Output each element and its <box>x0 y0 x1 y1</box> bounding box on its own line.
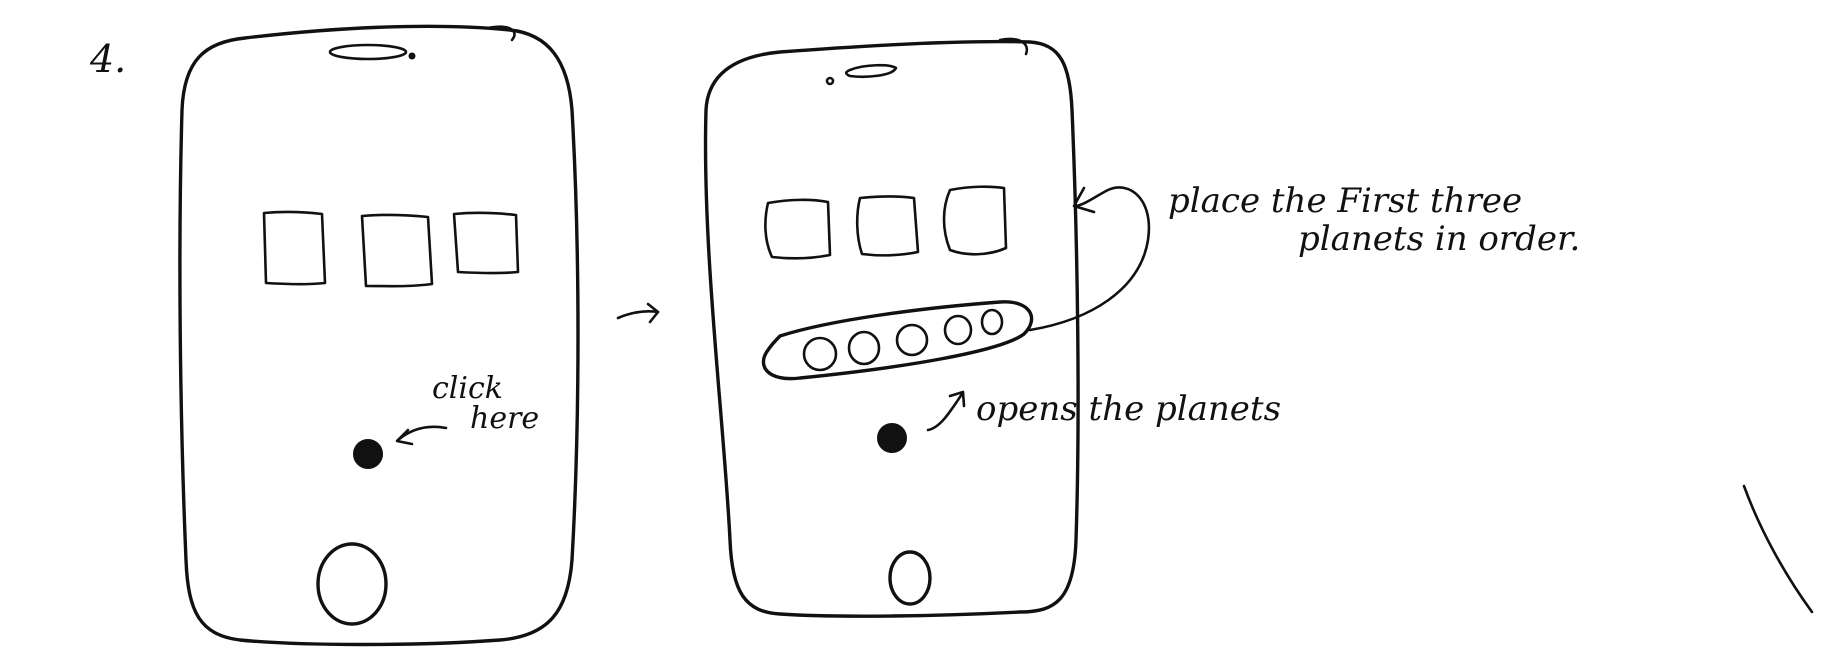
opens-arrow-icon <box>926 392 964 432</box>
left-home-button[interactable] <box>316 542 388 626</box>
click-hint-line1: click <box>432 371 503 406</box>
planet-slot-4[interactable] <box>943 314 973 346</box>
place-curve-arrow-icon <box>1028 186 1151 332</box>
left-planets-button[interactable] <box>353 439 383 469</box>
left-camera-icon <box>408 52 416 60</box>
place-annotation-line1: place the First three <box>1168 181 1522 221</box>
planet-slot-1[interactable] <box>802 336 838 372</box>
place-curve-arrow-head-icon <box>1072 186 1096 214</box>
right-home-button[interactable] <box>888 550 932 606</box>
opens-annotation: opens the planets <box>976 389 1281 429</box>
left-app-square-1[interactable] <box>262 210 327 286</box>
planets-tray <box>761 300 1034 381</box>
transition-arrow-icon <box>616 309 660 320</box>
right-planets-button[interactable] <box>877 423 907 453</box>
click-hint-line2: here <box>470 401 539 436</box>
right-phone: opens the planets place the First three … <box>703 37 1580 618</box>
transition-arrow-head-icon <box>646 302 660 324</box>
left-speaker-icon <box>328 43 408 61</box>
left-phone-body <box>178 24 580 647</box>
planet-slot-5[interactable] <box>980 308 1004 336</box>
opens-arrow-head-icon <box>948 390 966 408</box>
step-number: 4. <box>89 37 126 81</box>
right-speaker-icon <box>845 63 898 79</box>
left-phone-top-edge <box>486 25 516 42</box>
right-phone-top-edge <box>998 37 1029 56</box>
left-phone: click here <box>178 24 580 647</box>
left-app-square-3[interactable] <box>452 211 520 275</box>
right-app-square-2[interactable] <box>855 195 920 257</box>
left-app-square-2[interactable] <box>360 213 434 288</box>
right-camera-icon <box>825 76 835 86</box>
right-app-square-1[interactable] <box>764 198 832 260</box>
stray-pen-stroke <box>1742 484 1814 614</box>
click-arrow-head-icon <box>395 428 414 446</box>
planet-slot-3[interactable] <box>895 323 929 357</box>
right-phone-body <box>703 39 1080 618</box>
right-app-square-3[interactable] <box>942 185 1008 256</box>
planet-slot-2[interactable] <box>847 330 881 366</box>
place-annotation-line2: planets in order. <box>1298 219 1580 259</box>
